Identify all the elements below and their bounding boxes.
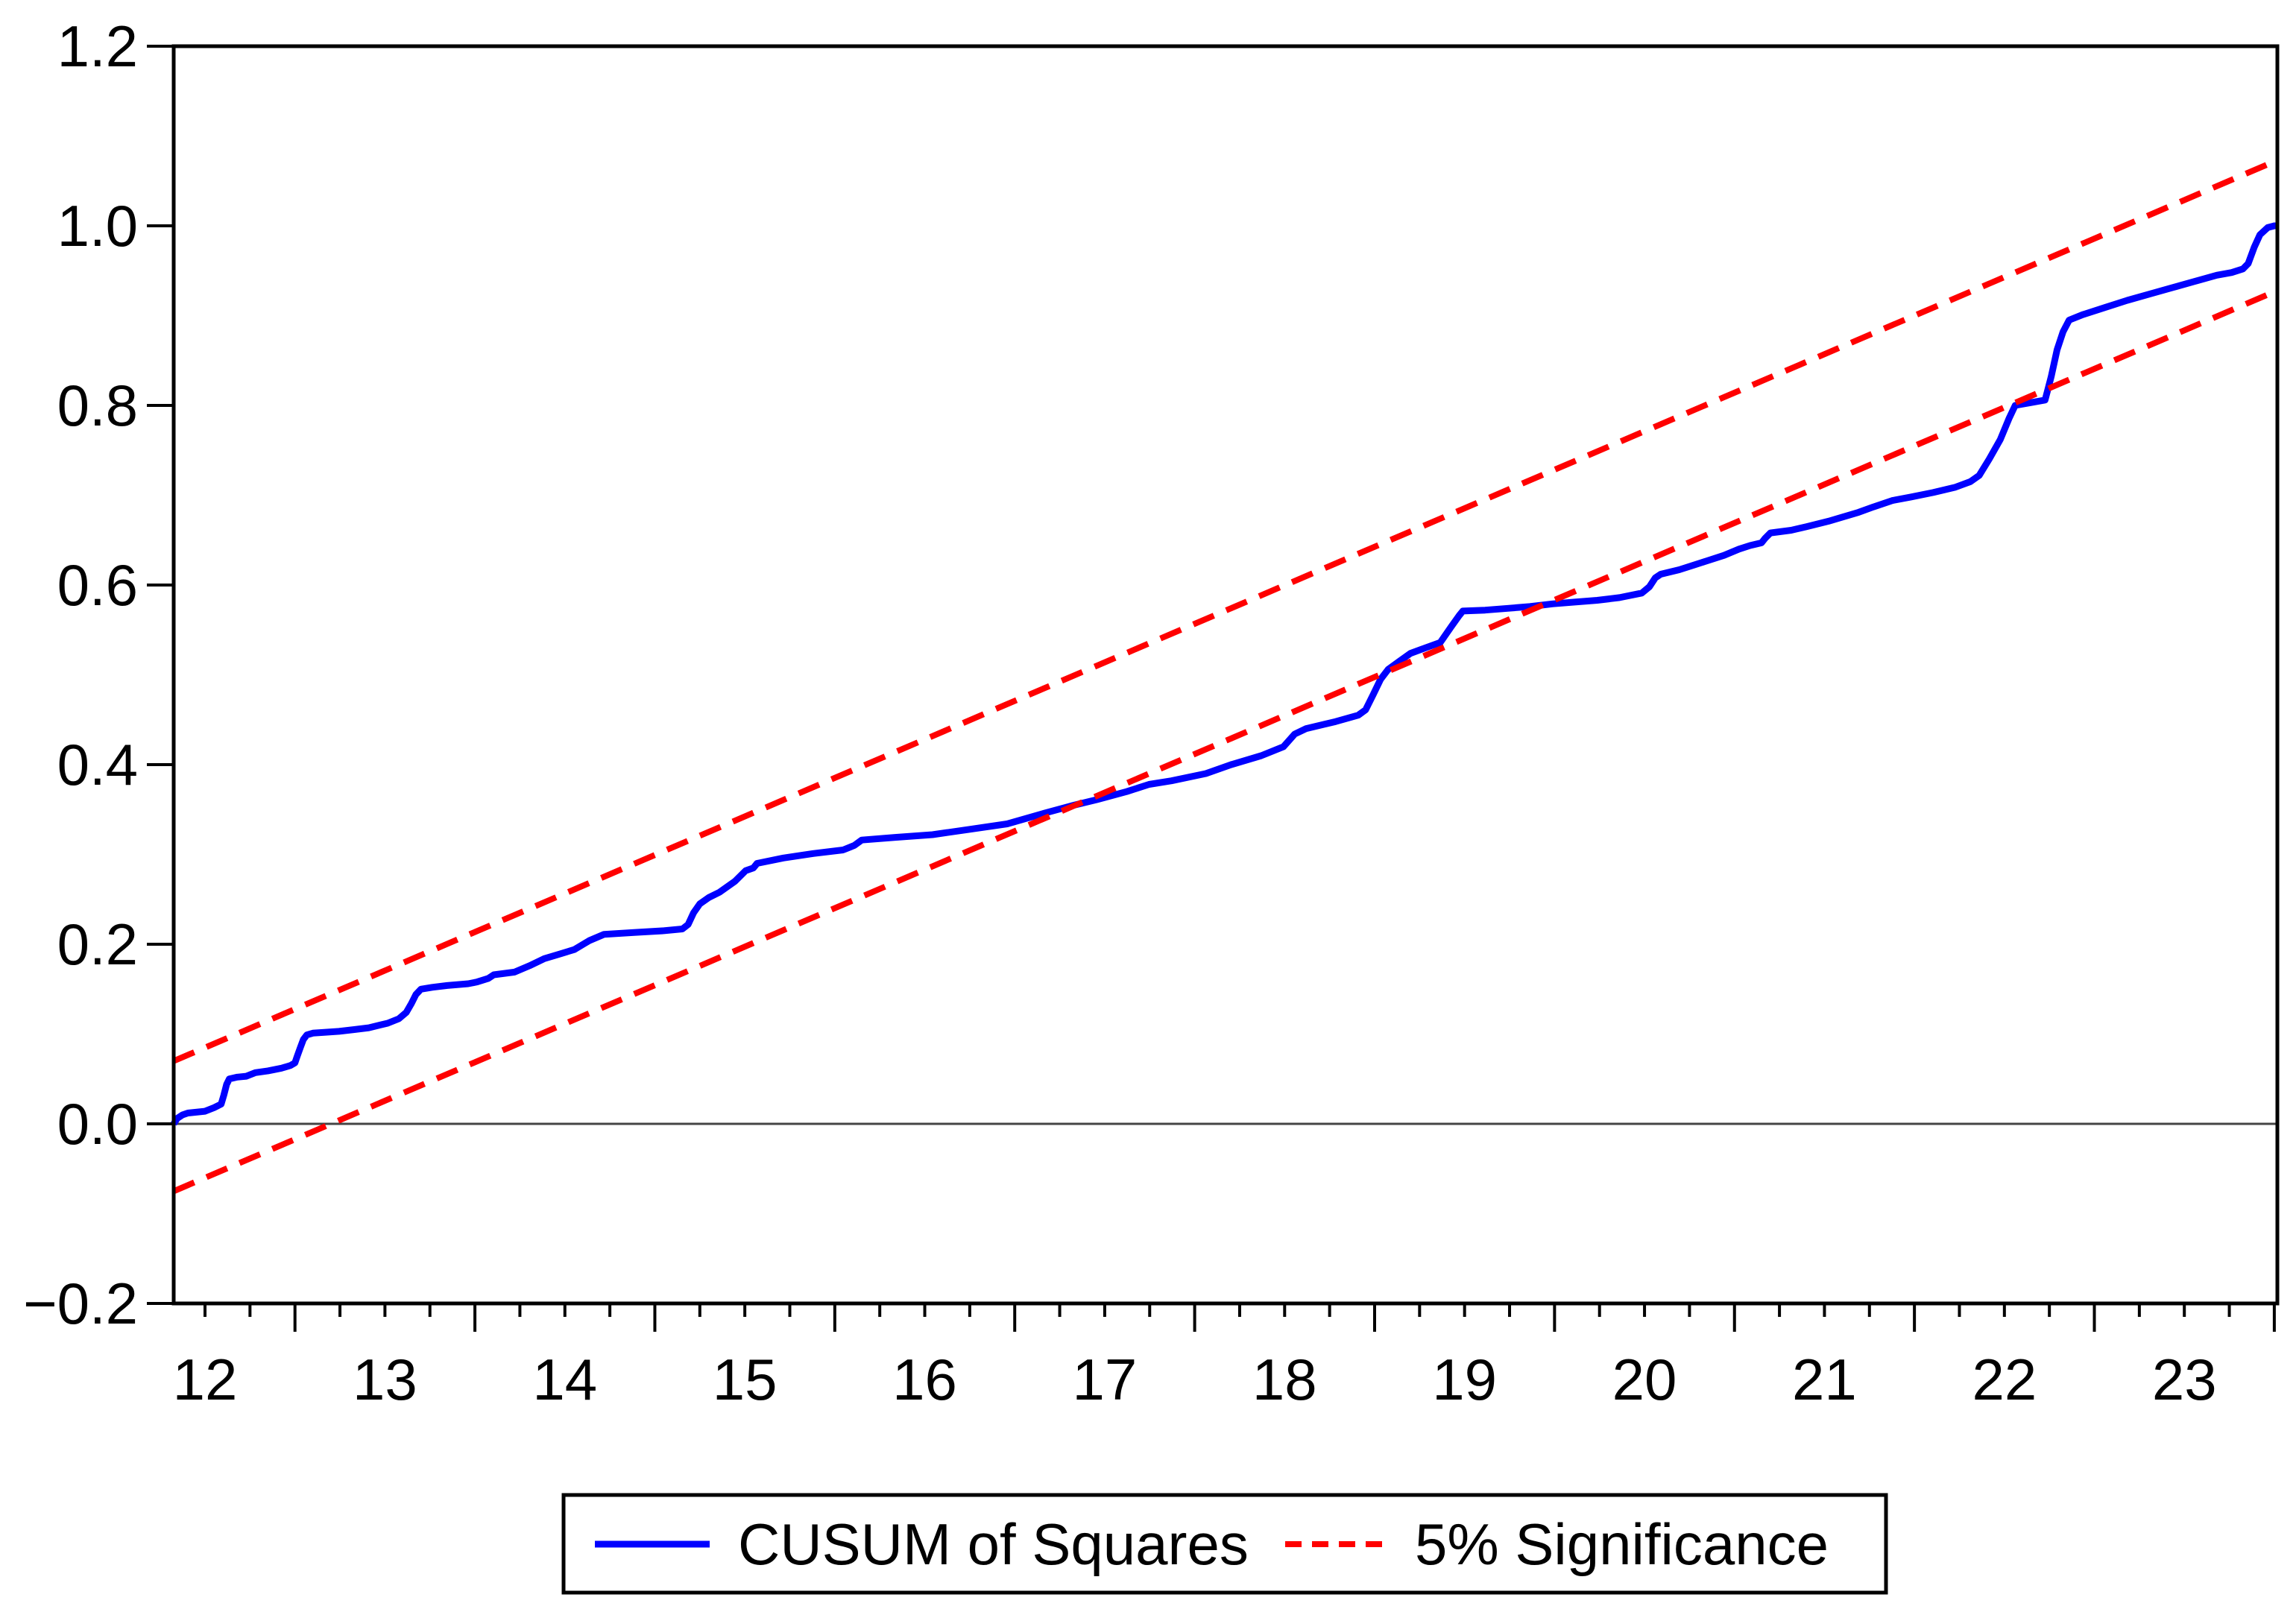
x-tick-label: 13 <box>353 1347 417 1412</box>
x-tick-label: 21 <box>1792 1347 1857 1412</box>
y-tick-label: −0.2 <box>23 1271 138 1336</box>
plot-border <box>171 44 2280 1306</box>
y-tick-label: 1.0 <box>57 193 138 259</box>
significance-lower-line <box>172 288 2279 1195</box>
y-tick-label: 0.8 <box>57 373 138 438</box>
x-tick-label: 23 <box>2152 1347 2217 1412</box>
legend-label-cusum-squares: CUSUM of Squares <box>738 1511 1249 1577</box>
y-tick-label: 0.2 <box>57 911 138 977</box>
y-tick-label: 0.6 <box>57 552 138 618</box>
cusum-squares-line <box>171 222 2278 1126</box>
significance-upper-line <box>172 157 2279 1064</box>
y-axis: 1.2 1.0 0.8 0.6 0.4 0.2 0.0 −0.2 <box>23 13 174 1336</box>
x-axis: 12 13 14 15 16 17 18 19 20 21 22 23 <box>173 1303 2276 1412</box>
x-tick-label: 18 <box>1252 1347 1317 1412</box>
legend-label-significance: 5% Significance <box>1415 1511 1829 1577</box>
x-tick-label: 12 <box>173 1347 238 1412</box>
x-tick-label: 22 <box>1972 1347 2037 1412</box>
y-tick-label: 1.2 <box>57 13 138 79</box>
legend-border <box>561 1493 1888 1595</box>
x-tick-label: 17 <box>1073 1347 1138 1412</box>
legend-box: CUSUM of Squares 5% Significance <box>561 1493 1888 1595</box>
x-tick-label: 15 <box>713 1347 778 1412</box>
y-tick-label: 0.0 <box>57 1091 138 1157</box>
x-tick-label: 16 <box>892 1347 957 1412</box>
x-tick-label: 19 <box>1432 1347 1497 1412</box>
plot-area <box>171 44 2280 1306</box>
x-tick-label: 14 <box>532 1347 597 1412</box>
x-tick-label: 20 <box>1612 1347 1677 1412</box>
y-tick-label: 0.4 <box>57 732 138 797</box>
